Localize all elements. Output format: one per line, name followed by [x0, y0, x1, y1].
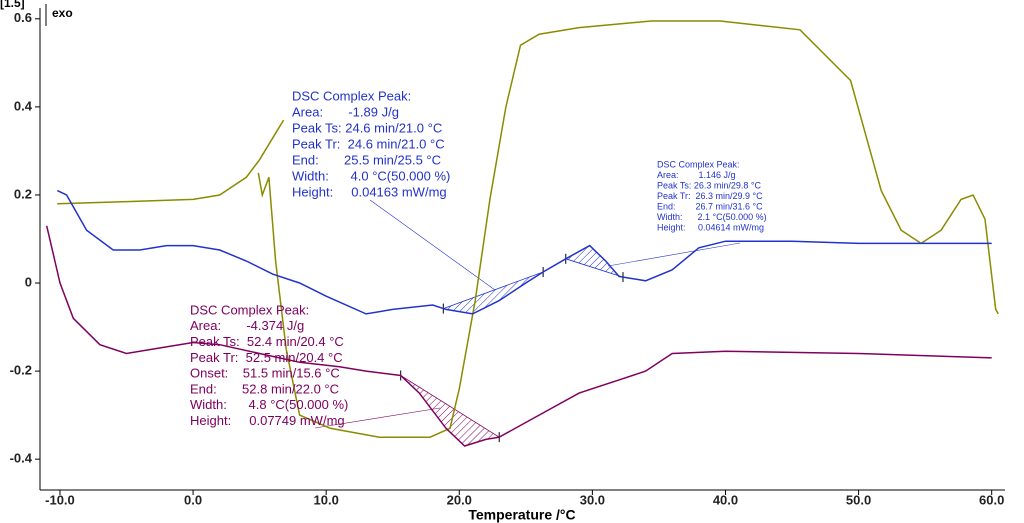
- x-tick-label: 10.0: [314, 492, 339, 507]
- x-tick-label: 40.0: [713, 492, 738, 507]
- curve: [56, 189, 992, 315]
- peak-area: [565, 245, 623, 278]
- annotation-line: Width: 4.0 °C(50.000 %): [292, 168, 450, 183]
- y-tick-label: 0.6: [14, 10, 32, 25]
- annotation-line: Peak Tr: 52.5 min/20.4 °C: [190, 350, 343, 365]
- y-tick-label: 0.2: [14, 186, 32, 201]
- curve: [45, 225, 992, 447]
- peak-area: [400, 375, 500, 446]
- exo-label: exo: [52, 6, 73, 20]
- annotation-line: Peak Ts: 52.4 min/20.4 °C: [190, 334, 344, 349]
- annotation-line: Area: -1.89 J/g: [292, 104, 399, 119]
- y-tick-label: -0.4: [10, 451, 33, 466]
- annotation-line: Height: 0.04614 mW/mg: [657, 222, 764, 232]
- annotation-line: DSC Complex Peak:: [657, 159, 740, 169]
- annotation-line: End: 25.5 min/25.5 °C: [292, 152, 441, 167]
- annotation-line: DSC Complex Peak:: [190, 302, 309, 317]
- peak-baseline: [443, 271, 544, 309]
- annotation-line: Area: -4.374 J/g: [190, 318, 304, 333]
- annotation-line: End: 52.8 min/22.0 °C: [190, 381, 339, 396]
- leader-line: [314, 407, 441, 429]
- annotation-line: Onset: 51.5 min/15.6 °C: [190, 366, 340, 381]
- y-tick-label: -0.2: [10, 363, 32, 378]
- leader-line: [607, 242, 741, 267]
- peak-baseline: [400, 375, 500, 438]
- x-tick-label: 0.0: [184, 492, 202, 507]
- annotation-line: Peak Tr: 26.3 min/29.9 °C: [657, 191, 763, 201]
- x-tick-label: -10.0: [45, 492, 75, 507]
- peak-area: [443, 272, 544, 314]
- x-tick-label: 60.0: [979, 492, 1004, 507]
- annotation-line: Peak Ts: 24.6 min/21.0 °C: [292, 120, 442, 135]
- annotation-line: Width: 2.1 °C(50.000 %): [657, 212, 767, 222]
- annotation-line: Area: 1.146 J/g: [657, 170, 736, 180]
- x-axis-label: Temperature /°C: [468, 507, 575, 523]
- y-tick-label: 0.4: [14, 98, 33, 113]
- x-tick-label: 50.0: [846, 492, 871, 507]
- annotation-line: DSC Complex Peak:: [292, 88, 411, 103]
- annotation-line: Width: 4.8 °C(50.000 %): [190, 397, 348, 412]
- curve: [57, 20, 999, 438]
- y-tick-label: 0: [25, 274, 32, 289]
- annotation-line: End: 26.7 min/31.6 °C: [657, 201, 763, 211]
- annotation-line: Height: 0.04163 mW/mg: [292, 184, 447, 199]
- peak-baseline: [565, 258, 624, 278]
- leader-line: [369, 199, 496, 291]
- annotation-line: Peak Tr: 24.6 min/21.0 °C: [292, 136, 445, 151]
- annotation-line: Peak Ts: 26.3 min/29.8 °C: [657, 180, 761, 190]
- x-tick-label: 20.0: [447, 492, 472, 507]
- scale-label: [1.5]: [0, 0, 25, 10]
- annotation-line: Height: 0.07749 mW/mg: [190, 413, 345, 428]
- x-tick-label: 30.0: [580, 492, 605, 507]
